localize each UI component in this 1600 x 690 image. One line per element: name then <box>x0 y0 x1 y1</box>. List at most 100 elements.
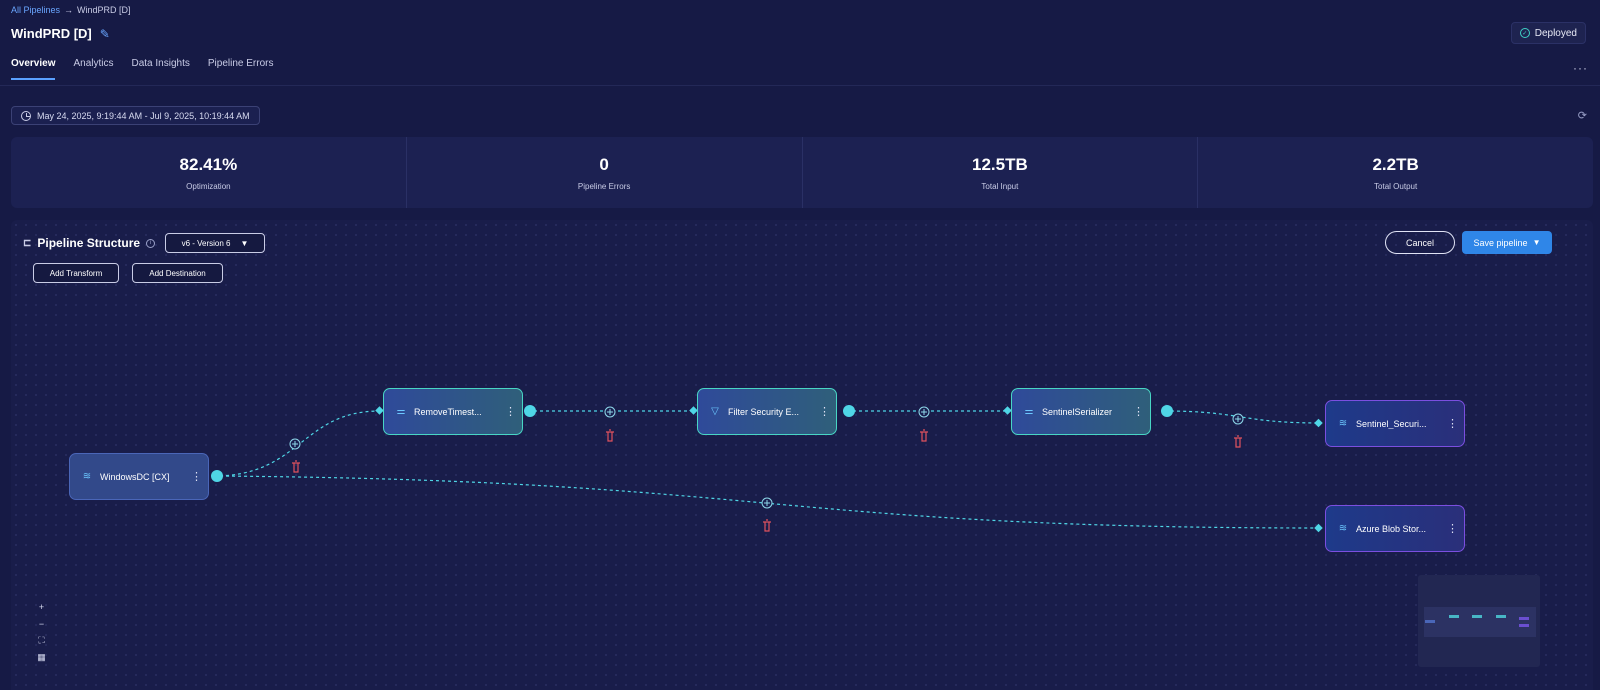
kebab-menu-icon[interactable]: ⋮ <box>1447 418 1458 430</box>
stats-bar: 82.41% Optimization 0 Pipeline Errors 12… <box>11 137 1593 208</box>
fit-view-icon[interactable]: ⛶ <box>38 635 45 645</box>
pipeline-structure-heading: ⊏ Pipeline Structure i <box>23 236 156 250</box>
stat-label: Total Input <box>981 181 1019 191</box>
minimap-node <box>1472 615 1482 618</box>
transform2-output-handle <box>843 405 855 417</box>
clock-icon <box>21 110 31 121</box>
node-transform-remove-timestamp[interactable]: ⚌ RemoveTimest... ⋮ <box>383 388 523 435</box>
zoom-out-icon[interactable]: − <box>38 618 45 629</box>
edge-source-dest2 <box>213 475 1321 529</box>
title-row: WindPRD [D] ✎ <box>11 26 110 41</box>
stack-icon: ≋ <box>82 471 92 482</box>
node-label: RemoveTimest... <box>414 406 482 417</box>
node-transform-sentinel-serializer[interactable]: ⚌ SentinelSerializer ⋮ <box>1011 388 1151 435</box>
transform3-output-handle <box>1161 405 1173 417</box>
tab-overview[interactable]: Overview <box>11 58 56 80</box>
stack-icon: ≋ <box>1338 418 1348 429</box>
minimap-node <box>1425 620 1435 623</box>
arrow-right-icon: → <box>64 5 74 15</box>
edge-target-diamond <box>1003 406 1012 415</box>
stat-value: 82.41% <box>179 154 238 174</box>
transform1-output-handle <box>524 405 536 417</box>
stat-label: Total Output <box>1374 181 1418 191</box>
date-range-label: May 24, 2025, 9:19:44 AM - Jul 9, 2025, … <box>37 110 250 121</box>
more-options-icon[interactable]: ··· <box>1573 61 1588 75</box>
pipeline-canvas <box>211 405 1323 533</box>
page-title: WindPRD [D] <box>11 26 92 41</box>
sliders-icon: ⚌ <box>1024 406 1034 417</box>
tab-pipeline-errors[interactable]: Pipeline Errors <box>207 58 274 69</box>
caret-down-icon: ▼ <box>1532 238 1541 247</box>
date-range-picker[interactable]: May 24, 2025, 9:19:44 AM - Jul 9, 2025, … <box>11 106 260 125</box>
status-badge: ✓ Deployed <box>1510 22 1586 44</box>
trash-icon <box>763 519 771 532</box>
add-transform-button[interactable]: Add Transform <box>33 263 119 283</box>
minimap-node <box>1519 617 1529 620</box>
tab-data-insights[interactable]: Data Insights <box>131 58 190 69</box>
pencil-icon[interactable]: ✎ <box>99 26 110 41</box>
stat-optimization: 82.41% Optimization <box>11 137 407 208</box>
pipeline-structure-title: Pipeline Structure <box>37 236 141 250</box>
pipeline-tree-icon: ⊏ <box>23 237 32 249</box>
save-pipeline-label: Save pipeline <box>1473 237 1528 248</box>
tabs-divider <box>0 85 1600 86</box>
check-circle-icon: ✓ <box>1519 28 1530 38</box>
stat-label: Pipeline Errors <box>577 181 631 191</box>
stat-pipeline-errors: 0 Pipeline Errors <box>407 137 803 208</box>
caret-down-icon: ▼ <box>240 238 249 248</box>
tab-analytics[interactable]: Analytics <box>73 58 114 69</box>
trash-icon <box>606 429 614 442</box>
edge-target-diamond <box>375 406 384 415</box>
node-label: SentinelSerializer <box>1042 406 1113 417</box>
trash-icon <box>292 460 300 473</box>
map-icon[interactable]: ▦ <box>37 652 46 662</box>
pipeline-structure-panel: ⊏ Pipeline Structure i v6 - Version 6 ▼ … <box>11 220 1593 690</box>
filter-icon: ▽ <box>711 406 719 417</box>
edge-target-diamond <box>689 406 698 415</box>
minimap-node <box>1449 615 1459 618</box>
status-label: Deployed <box>1534 27 1577 39</box>
stat-value: 0 <box>599 154 609 174</box>
node-transform-filter-security[interactable]: ▽ Filter Security E... ⋮ <box>697 388 837 435</box>
trash-icon <box>1234 435 1242 448</box>
kebab-menu-icon[interactable]: ⋮ <box>191 471 202 483</box>
edge-target-diamond <box>1314 523 1323 533</box>
save-pipeline-button[interactable]: Save pipeline ▼ <box>1462 231 1552 254</box>
node-label: Sentinel_Securi... <box>1356 418 1427 429</box>
kebab-menu-icon[interactable]: ⋮ <box>1133 406 1144 418</box>
zoom-in-icon[interactable]: + <box>38 601 45 612</box>
stat-label: Optimization <box>186 181 231 191</box>
minimap-viewport <box>1424 607 1536 637</box>
node-destination-sentinel[interactable]: ≋ Sentinel_Securi... ⋮ <box>1325 400 1465 447</box>
minimap-node <box>1519 624 1529 627</box>
version-select[interactable]: v6 - Version 6 ▼ <box>165 233 265 253</box>
stat-total-input: 12.5TB Total Input <box>803 137 1199 208</box>
tab-bar: Overview Analytics Data Insights Pipelin… <box>11 58 273 80</box>
breadcrumb-all-pipelines[interactable]: All Pipelines <box>11 5 61 15</box>
edge-target-diamond <box>1314 418 1323 428</box>
node-source-windowsdc[interactable]: ≋ WindowsDC [CX] ⋮ <box>69 453 209 500</box>
trash-icon <box>920 429 928 442</box>
minimap[interactable] <box>1418 575 1540 667</box>
source-output-handle <box>211 470 223 482</box>
breadcrumb-current: WindPRD [D] <box>77 5 131 15</box>
info-icon[interactable]: i <box>146 238 156 248</box>
zoom-controls: + − ⛶ ▦ <box>33 601 50 663</box>
add-destination-button[interactable]: Add Destination <box>132 263 223 283</box>
cancel-button[interactable]: Cancel <box>1385 231 1455 254</box>
sliders-icon: ⚌ <box>396 406 406 417</box>
refresh-icon[interactable]: ⟳ <box>1577 110 1587 122</box>
minimap-node <box>1496 615 1506 618</box>
node-label: WindowsDC [CX] <box>100 471 170 482</box>
stat-value: 12.5TB <box>972 154 1028 174</box>
version-select-value: v6 - Version 6 <box>181 238 231 248</box>
node-label: Azure Blob Stor... <box>1356 523 1427 534</box>
kebab-menu-icon[interactable]: ⋮ <box>505 406 516 418</box>
edge-source-transform1 <box>213 410 381 477</box>
stat-value: 2.2TB <box>1372 154 1419 174</box>
kebab-menu-icon[interactable]: ⋮ <box>819 406 830 418</box>
kebab-menu-icon[interactable]: ⋮ <box>1447 523 1458 535</box>
node-label: Filter Security E... <box>728 406 800 417</box>
breadcrumb: All Pipelines → WindPRD [D] <box>11 5 131 15</box>
node-destination-azure-blob[interactable]: ≋ Azure Blob Stor... ⋮ <box>1325 505 1465 552</box>
